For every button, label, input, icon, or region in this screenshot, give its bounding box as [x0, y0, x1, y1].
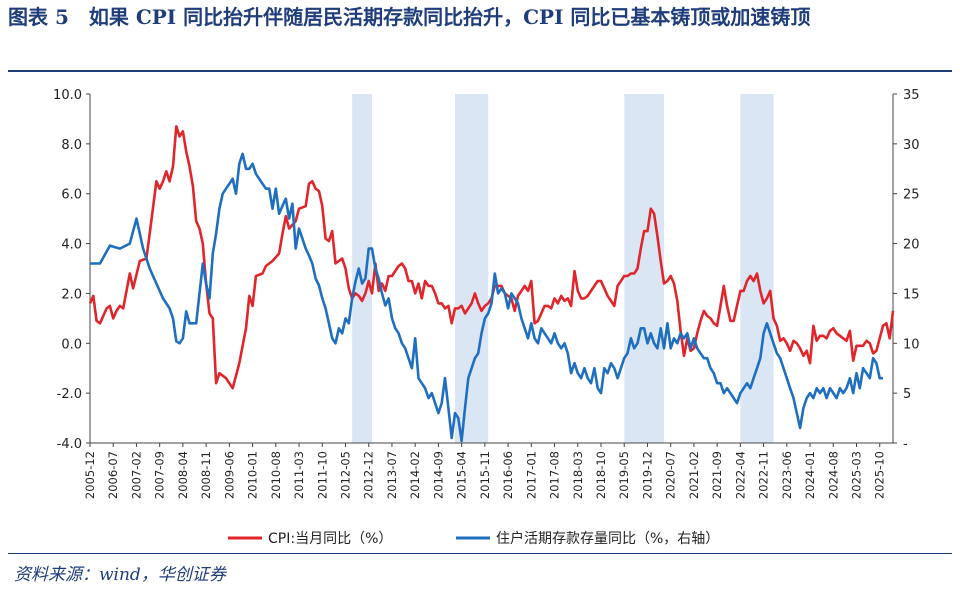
x-tick-label: 2024-08: [826, 451, 840, 499]
series-lines: [88, 125, 895, 443]
legend-label-cpi: CPI:当月同比（%）: [268, 531, 392, 547]
chart-axes: [89, 94, 894, 444]
x-tick-label: 2017-01: [524, 451, 538, 499]
x-tick-label: 2005-12: [83, 451, 97, 499]
figure-title: 图表 5 如果 CPI 同比抬升伴随居民活期存款同比抬升，CPI 同比已基本铸顶…: [8, 5, 811, 29]
cpi-series-line: [88, 125, 895, 390]
title-divider: [8, 70, 952, 72]
x-tick-label: 2021-02: [687, 451, 701, 499]
x-tick-label: 2016-06: [501, 451, 515, 499]
x-tick-label: 2012-12: [362, 451, 376, 499]
right-tick-label: 5: [903, 387, 911, 402]
legend: CPI:当月同比（%） 住户活期存款存量同比（%，右轴）: [228, 530, 719, 547]
left-tick-label: 2.0: [61, 287, 82, 302]
shaded-period-2: [455, 94, 489, 443]
right-axis-ticks: - 5 10 15 20 25 30 35: [893, 88, 920, 452]
x-tick-label: 2006-07: [106, 451, 120, 499]
right-tick-label: 15: [903, 287, 920, 302]
x-tick-label: 2015-11: [478, 451, 492, 499]
left-tick-label: 6.0: [61, 188, 82, 203]
right-tick-label: -: [903, 437, 908, 452]
left-tick-label: -2.0: [57, 387, 82, 402]
x-tick-label: 2009-06: [222, 451, 236, 499]
x-tick-label: 2024-01: [803, 451, 817, 499]
x-tick-label: 2017-08: [548, 451, 562, 499]
left-tick-label: 0.0: [61, 337, 82, 352]
x-tick-label: 2010-08: [269, 451, 283, 499]
x-tick-label: 2019-12: [640, 451, 654, 499]
x-tick-label: 2011-03: [292, 451, 306, 499]
x-tick-label: 2022-11: [757, 451, 771, 499]
shaded-period-4: [740, 94, 774, 443]
shaded-periods: [352, 94, 774, 443]
x-tick-label: 2011-10: [315, 451, 329, 499]
right-tick-label: 25: [903, 188, 920, 203]
x-tick-label: 2025-10: [873, 451, 887, 499]
right-tick-label: 10: [903, 337, 920, 352]
x-tick-label: 2010-01: [246, 451, 260, 499]
legend-label-deposit: 住户活期存款存量同比（%，右轴）: [496, 530, 719, 547]
x-tick-label: 2019-05: [617, 451, 631, 499]
x-tick-label: 2025-03: [850, 451, 864, 499]
right-tick-label: 35: [903, 88, 920, 103]
x-tick-label: 2007-09: [153, 451, 167, 499]
right-tick-label: 30: [903, 138, 920, 153]
footer-divider: [8, 553, 952, 554]
left-axis-ticks: -4.0 -2.0 0.0 2.0 4.0 6.0 8.0 10.0: [53, 88, 90, 452]
x-tick-label: 2013-07: [385, 451, 399, 499]
left-tick-label: 8.0: [61, 138, 82, 153]
x-tick-label: 2008-11: [199, 451, 213, 499]
shaded-period-1: [352, 94, 373, 443]
x-tick-label: 2018-10: [594, 451, 608, 499]
x-tick-label: 2020-07: [664, 451, 678, 499]
x-tick-label: 2012-05: [339, 451, 353, 499]
x-tick-label: 2021-09: [710, 451, 724, 499]
x-tick-label: 2023-06: [780, 451, 794, 499]
x-tick-label: 2007-02: [129, 451, 143, 499]
x-tick-label: 2018-03: [571, 451, 585, 499]
x-tick-label: 2022-04: [733, 451, 747, 499]
left-tick-label: -4.0: [57, 437, 82, 452]
shaded-period-3: [624, 94, 665, 443]
x-tick-label: 2015-04: [455, 451, 469, 499]
left-tick-label: 4.0: [61, 238, 82, 253]
left-tick-label: 10.0: [53, 88, 82, 103]
source-note: 资料来源：wind，华创证券: [14, 565, 226, 585]
x-tick-label: 2014-09: [431, 451, 445, 499]
x-tick-label: 2014-02: [408, 451, 422, 499]
deposit-series-line: [90, 152, 883, 443]
x-axis-ticks: 2005-12 2006-07 2007-02 2007-09 2008-04 2008-…: [83, 443, 887, 499]
right-tick-label: 20: [903, 238, 920, 253]
x-tick-label: 2008-04: [176, 451, 190, 499]
